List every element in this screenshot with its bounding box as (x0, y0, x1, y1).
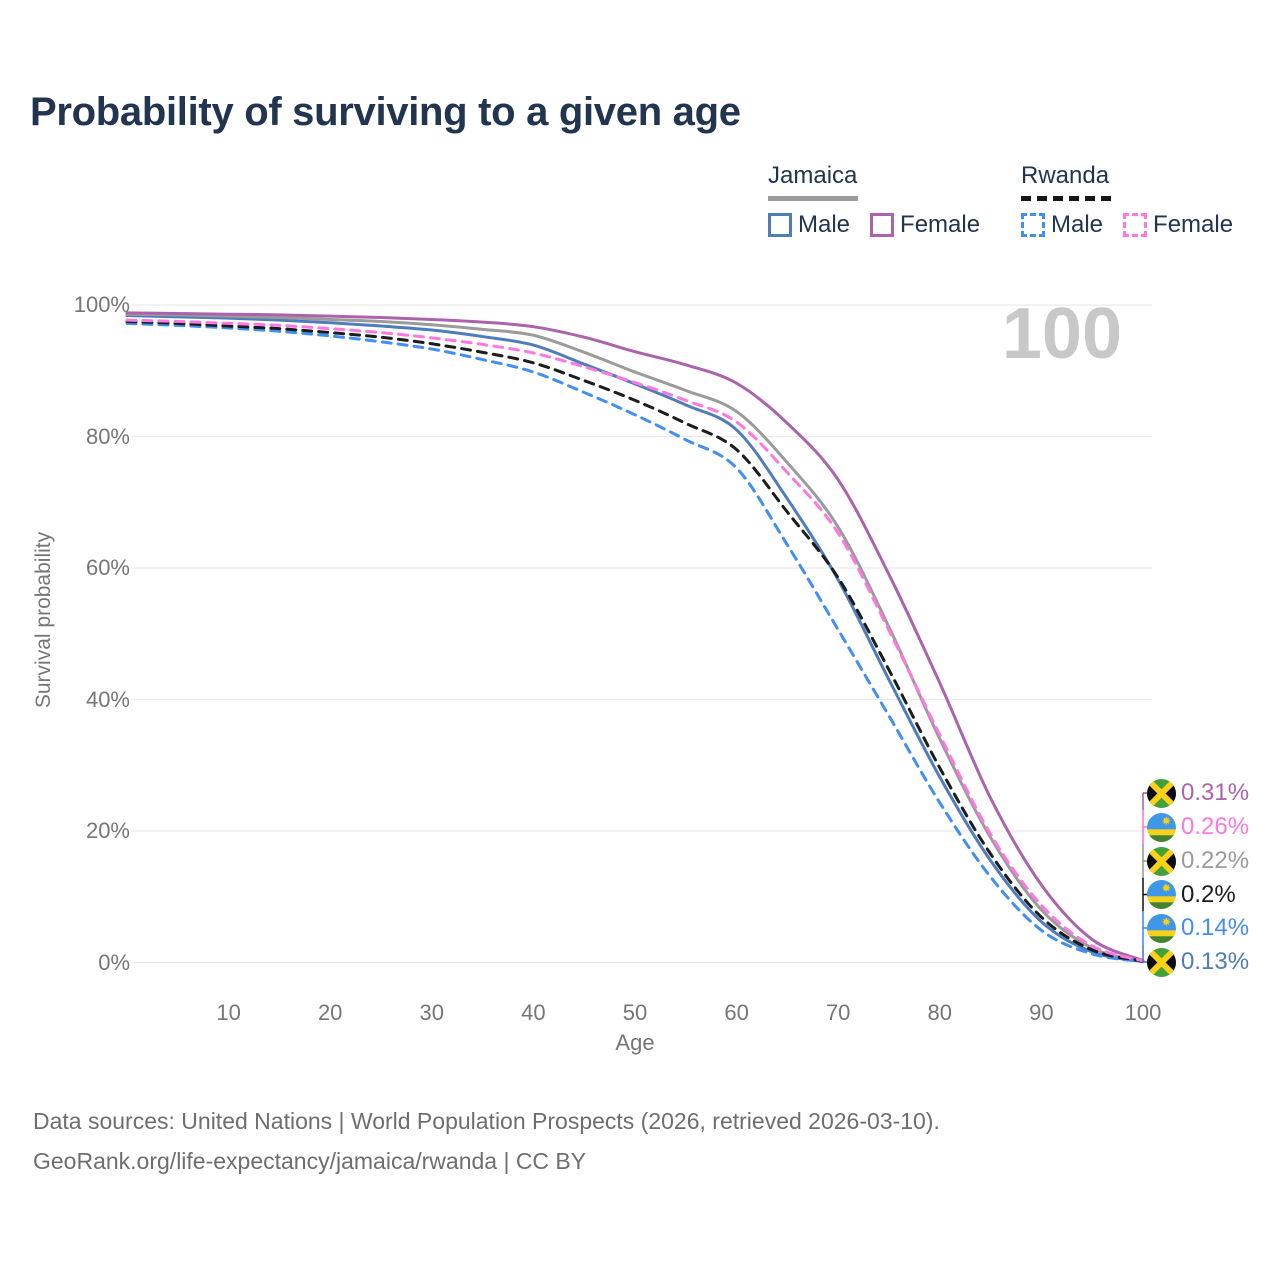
end-label-rwanda-female: 0.26% (1147, 812, 1249, 842)
rwanda-flag-icon (1147, 812, 1176, 842)
x-axis-title: Age (615, 1030, 655, 1055)
end-label-jamaica-female: 0.31% (1147, 778, 1249, 808)
y-tick-label: 60% (85, 555, 130, 580)
series-line-rwanda-female[interactable] (125, 318, 1145, 963)
jamaica-flag-icon (1147, 846, 1176, 876)
rwanda-flag-icon (1147, 913, 1176, 943)
series-line-jamaica-both[interactable] (125, 312, 1145, 963)
legend-item-rwanda-female[interactable]: Female (1123, 211, 1233, 239)
legend-country-jamaica[interactable]: Jamaica (768, 162, 858, 201)
x-tick-label: 50 (622, 1000, 648, 1025)
x-tick-label: 40 (521, 1000, 546, 1025)
x-tick-label: 10 (216, 1000, 241, 1025)
rwanda-female-swatch-icon (1123, 213, 1148, 237)
legend-item-jamaica-female[interactable]: Female (870, 211, 980, 239)
y-tick-label: 0% (98, 949, 130, 975)
end-label-value: 0.31% (1181, 779, 1250, 806)
y-tick-label: 20% (85, 818, 130, 843)
jamaica-flag-icon (1147, 778, 1176, 808)
page-title: Probability of surviving to a given age (30, 90, 741, 134)
jamaica-female-swatch-icon (870, 213, 895, 237)
x-tick-label: 80 (927, 1000, 953, 1025)
x-tick-label: 70 (825, 1000, 851, 1025)
y-tick-label: 40% (85, 686, 130, 712)
legend-item-label: Male (798, 211, 851, 238)
legend-item-label: Female (1153, 211, 1234, 238)
end-label-jamaica-male: 0.13% (1147, 947, 1249, 977)
jamaica-flag-icon (1147, 947, 1176, 977)
x-tick-label: 30 (419, 1000, 445, 1025)
end-label-value: 0.13% (1181, 948, 1250, 975)
legend-group-jamaica: Jamaica Male Female (768, 162, 980, 239)
jamaica-male-swatch-icon (768, 213, 792, 237)
x-tick-label: 100 (1124, 1000, 1162, 1025)
end-label-rwanda-male: 0.14% (1147, 913, 1249, 943)
footer-attribution: GeoRank.org/life-expectancy/jamaica/rwan… (33, 1148, 587, 1174)
end-label-value: 0.22% (1181, 847, 1250, 874)
legend-item-jamaica-male[interactable]: Male (768, 211, 850, 239)
series-line-jamaica-female[interactable] (125, 311, 1145, 962)
footer-data-sources: Data sources: United Nations | World Pop… (33, 1108, 940, 1134)
legend-group-rwanda: Rwanda Male Female (1021, 162, 1233, 239)
legend-item-rwanda-male[interactable]: Male (1021, 211, 1103, 239)
age-watermark: 100 (1001, 294, 1122, 374)
end-label-value: 0.2% (1181, 880, 1236, 908)
end-label-value: 0.26% (1181, 813, 1250, 840)
y-tick-label: 80% (85, 423, 130, 449)
x-tick-label: 60 (724, 1000, 749, 1025)
x-tick-label: 90 (1029, 1000, 1054, 1025)
y-tick-label: 100% (73, 292, 130, 317)
series-line-rwanda-male[interactable] (125, 321, 1145, 964)
rwanda-male-swatch-icon (1021, 213, 1045, 237)
legend-item-label: Male (1051, 211, 1104, 238)
series-line-rwanda-both[interactable] (125, 319, 1145, 963)
x-tick-label: 20 (317, 1000, 343, 1025)
legend-country-rwanda[interactable]: Rwanda (1021, 162, 1111, 201)
end-label-jamaica-both: 0.22% (1147, 846, 1249, 876)
end-label-value: 0.14% (1181, 914, 1250, 941)
rwanda-flag-icon (1147, 880, 1176, 909)
series-line-jamaica-male[interactable] (125, 314, 1145, 964)
legend-item-label: Female (900, 211, 981, 238)
end-label-rwanda-both: 0.2% (1147, 880, 1236, 910)
